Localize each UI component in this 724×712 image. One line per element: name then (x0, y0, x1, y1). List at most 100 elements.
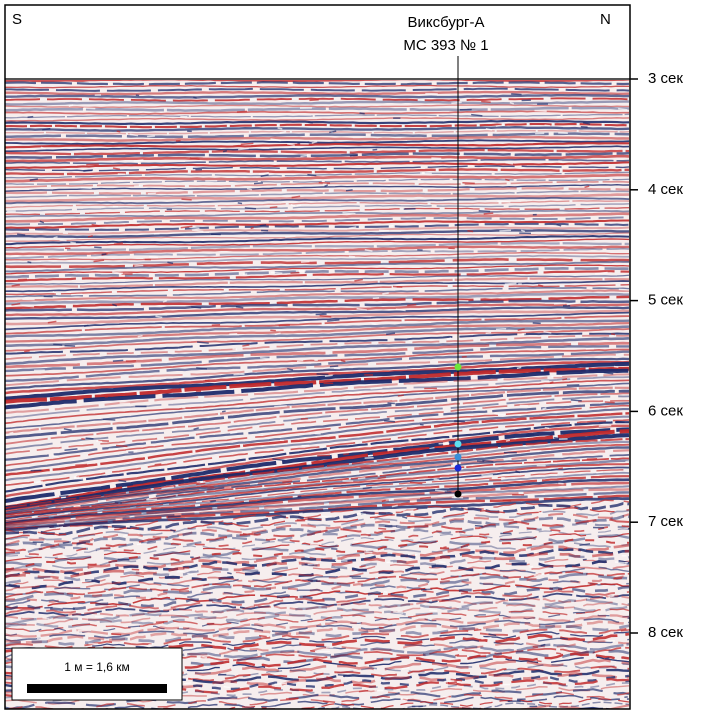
noise (122, 534, 128, 538)
noise (113, 242, 124, 245)
reflector (5, 283, 630, 296)
noise (556, 652, 562, 655)
reflector (5, 583, 630, 609)
reflector (5, 161, 630, 169)
noise (5, 583, 9, 586)
reflector (5, 165, 630, 172)
noise (416, 507, 428, 510)
reflector (5, 466, 630, 520)
reflector (5, 286, 630, 298)
noise (557, 115, 561, 118)
reflector (5, 404, 630, 467)
noise (53, 236, 58, 239)
reflector (5, 81, 630, 86)
reflector (5, 104, 630, 109)
noise (334, 559, 348, 562)
reflector (5, 427, 630, 503)
noise (357, 477, 366, 480)
noise (52, 291, 57, 294)
noise (43, 577, 53, 580)
noise (238, 147, 249, 151)
reflector (5, 132, 630, 139)
reflector (5, 280, 630, 293)
noise (563, 547, 568, 550)
noise (274, 405, 287, 408)
noise (134, 264, 144, 267)
noise (364, 249, 373, 252)
scale-bar (27, 684, 167, 693)
reflector (5, 303, 630, 317)
noise (136, 542, 147, 546)
reflector (5, 190, 630, 199)
noise (42, 616, 50, 620)
reflector (5, 408, 629, 472)
reflector (5, 415, 629, 482)
noise (307, 173, 317, 177)
noise (40, 146, 46, 150)
noise (566, 384, 580, 387)
noise (471, 113, 483, 117)
noise (163, 213, 177, 216)
noise (354, 278, 364, 282)
noise (87, 235, 93, 238)
reflector (5, 100, 629, 106)
noise (348, 255, 356, 258)
noise (618, 288, 630, 291)
noise (81, 438, 85, 441)
noise (259, 224, 267, 227)
noise (53, 343, 63, 346)
noise (149, 255, 158, 259)
noise (64, 448, 78, 451)
noise (505, 161, 514, 165)
noise (474, 524, 483, 527)
well-marker (454, 440, 462, 448)
noise (529, 565, 534, 568)
noise (250, 226, 254, 230)
reflector (5, 589, 630, 616)
noise (259, 171, 269, 175)
reflector (5, 386, 630, 434)
reflector (5, 601, 630, 627)
noise (329, 365, 339, 368)
noise (454, 653, 460, 657)
noise (533, 573, 545, 577)
reflector (5, 209, 630, 218)
frame (4, 4, 631, 710)
well-name: Виксбург-А (407, 14, 484, 31)
time-label: 5 сек (648, 292, 683, 309)
noise (604, 401, 615, 404)
reflector (5, 424, 629, 498)
noise (379, 229, 390, 232)
well-id: МС 393 № 1 (403, 37, 488, 54)
noise (189, 157, 200, 161)
noise (549, 381, 554, 384)
reflector (5, 309, 629, 326)
noise (83, 107, 96, 110)
noise (342, 212, 356, 215)
reflector (5, 238, 630, 249)
noise (535, 371, 549, 374)
noise (319, 314, 332, 318)
noise (112, 303, 117, 307)
noise (24, 350, 30, 353)
noise (137, 334, 143, 338)
noise (310, 580, 321, 583)
noise (326, 676, 333, 680)
noise (75, 630, 83, 634)
noise (309, 650, 316, 653)
noise (462, 182, 475, 185)
reflector (5, 152, 630, 159)
reflector (5, 402, 630, 461)
noise (285, 235, 296, 238)
noise (579, 678, 585, 681)
reflector (5, 509, 630, 541)
noise (93, 259, 105, 263)
noise (505, 178, 510, 182)
noise (497, 200, 511, 203)
noise (543, 330, 552, 334)
noise (11, 302, 21, 306)
noise (11, 283, 20, 287)
time-axis: 3 сек 4 сек 5 сек 6 сек 7 сек 8 сек (630, 70, 683, 641)
noise (495, 124, 506, 127)
reflector (5, 264, 630, 275)
